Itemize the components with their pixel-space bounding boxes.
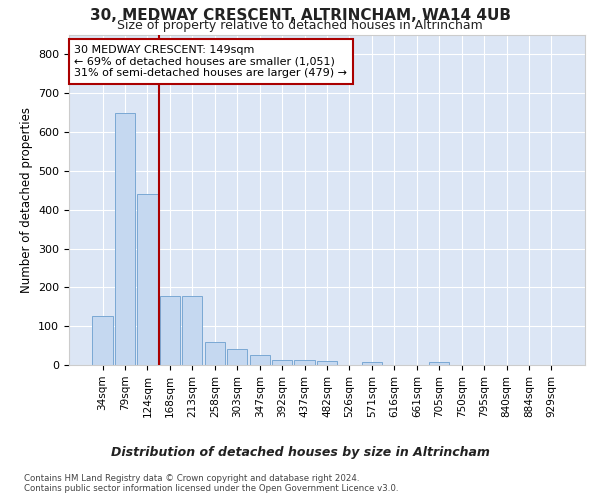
Bar xyxy=(429,362,449,365)
Bar xyxy=(317,360,337,365)
Text: 30, MEDWAY CRESCENT, ALTRINCHAM, WA14 4UB: 30, MEDWAY CRESCENT, ALTRINCHAM, WA14 4U… xyxy=(89,8,511,22)
Bar xyxy=(250,356,270,365)
Bar xyxy=(227,348,247,365)
Text: Distribution of detached houses by size in Altrincham: Distribution of detached houses by size … xyxy=(110,446,490,459)
Text: Contains HM Land Registry data © Crown copyright and database right 2024.: Contains HM Land Registry data © Crown c… xyxy=(24,474,359,483)
Bar xyxy=(137,194,158,365)
Bar xyxy=(92,316,113,365)
Bar xyxy=(295,360,314,365)
Text: Contains public sector information licensed under the Open Government Licence v3: Contains public sector information licen… xyxy=(24,484,398,493)
Text: 30 MEDWAY CRESCENT: 149sqm
← 69% of detached houses are smaller (1,051)
31% of s: 30 MEDWAY CRESCENT: 149sqm ← 69% of deta… xyxy=(74,45,347,78)
Text: Size of property relative to detached houses in Altrincham: Size of property relative to detached ho… xyxy=(117,19,483,32)
Bar xyxy=(205,342,225,365)
Bar xyxy=(272,360,292,365)
Bar xyxy=(115,114,135,365)
Y-axis label: Number of detached properties: Number of detached properties xyxy=(20,107,32,293)
Bar xyxy=(362,362,382,365)
Bar xyxy=(182,296,202,365)
Bar xyxy=(160,296,180,365)
